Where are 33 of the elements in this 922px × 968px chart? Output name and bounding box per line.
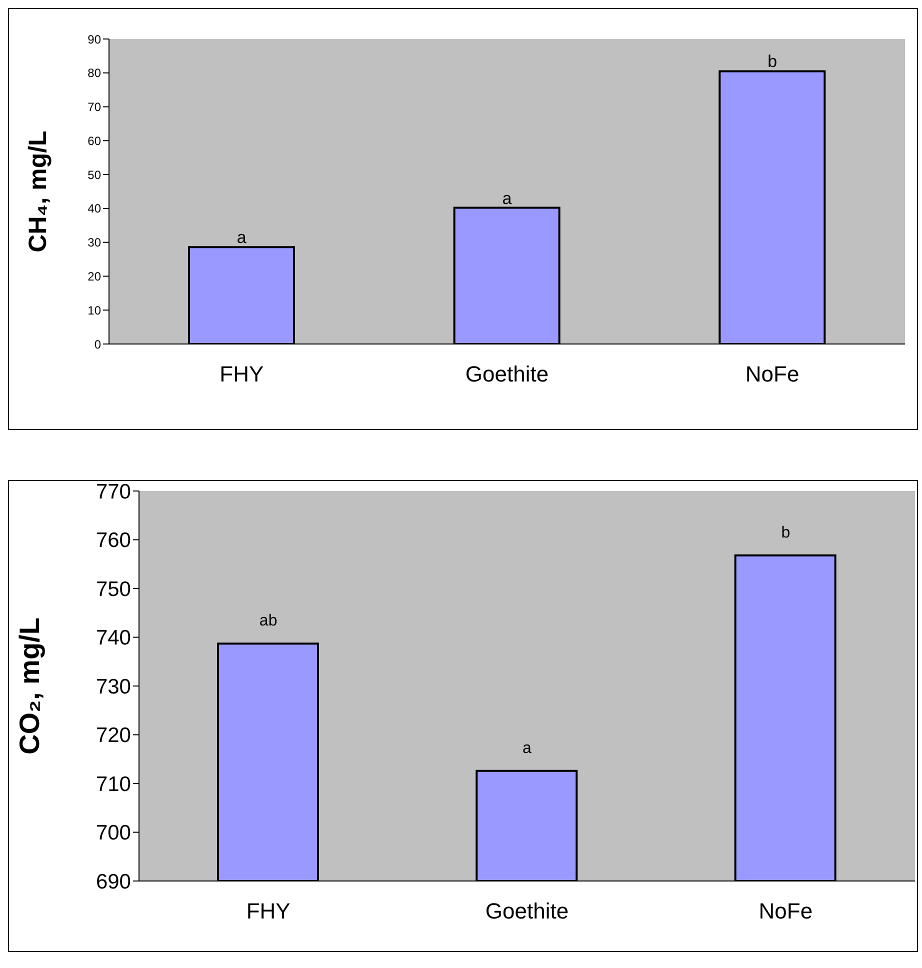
annotation: ab [259,612,278,630]
y-tick-label: 770 [96,480,131,504]
annotation: a [522,740,532,757]
x-tick-label: NoFe [745,362,800,387]
y-tick-label: 40 [88,202,102,216]
y-tick-label: 70 [88,100,102,114]
y-tick-label: 690 [96,870,131,894]
y-tick-label: 30 [88,236,102,250]
x-tick-label: FHY [246,898,291,924]
y-axis-title: CO₂, mg/L [14,618,45,754]
annotation: a [502,188,512,208]
y-tick-label: 720 [96,724,131,748]
y-axis-title: CH₄, mg/L [24,130,52,252]
x-tick-label: Goethite [465,362,549,387]
annotation: a [236,228,247,248]
y-tick-label: 750 [96,578,131,601]
x-tick-label: FHY [220,362,264,387]
annotation: b [781,524,790,542]
y-tick-label: 20 [88,269,102,284]
y-tick-label: 740 [96,626,131,650]
y-tick-label: 90 [88,32,102,46]
x-tick-label: NoFe [758,898,813,924]
y-tick-label: 0 [94,337,102,352]
y-tick-label: 80 [88,66,102,80]
y-tick-label: 710 [96,772,131,796]
y-tick-label: 10 [88,303,102,318]
y-tick-label: 760 [96,529,131,552]
y-tick-label: 700 [96,822,131,845]
annotation: b [768,52,778,72]
y-tick-label: 730 [96,675,131,698]
y-tick-label: 50 [88,168,102,182]
x-tick-label: Goethite [485,898,569,924]
y-tick-label: 60 [88,134,102,148]
